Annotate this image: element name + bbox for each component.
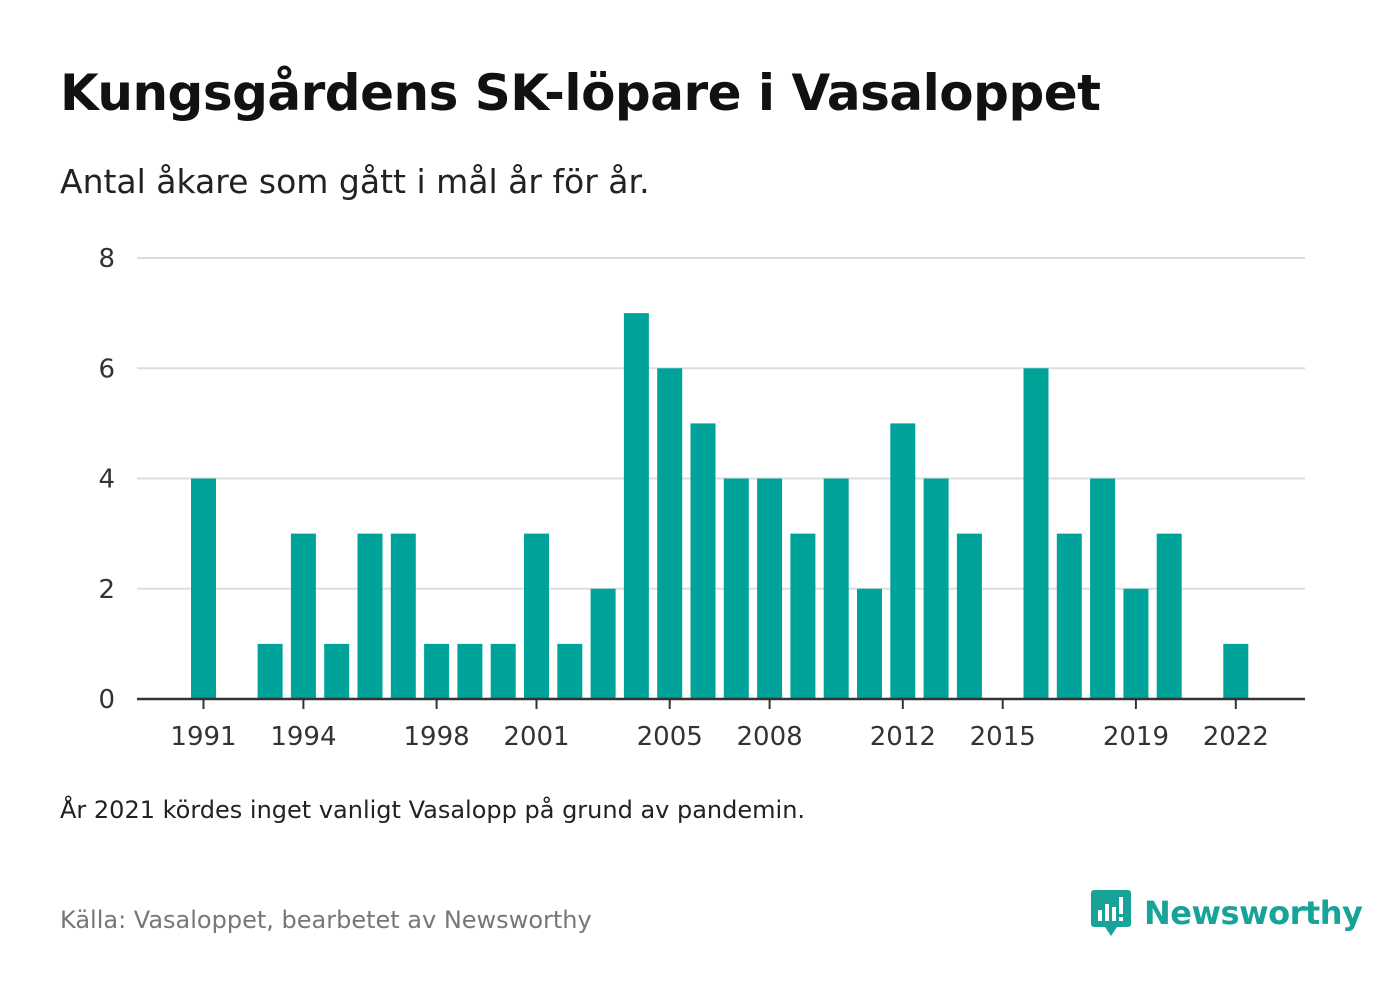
bar-2018 xyxy=(1090,478,1116,699)
y-tick-label: 0 xyxy=(98,685,115,715)
x-tick-label: 2015 xyxy=(970,722,1036,752)
chart-subtitle: Antal åkare som gått i mål år för år. xyxy=(60,162,650,201)
bar-chart: 0 2 4 6 8 1991 1994 1998 2001 2005 2008 2012 2015 201… xyxy=(98,244,1305,752)
source-credit: Källa: Vasaloppet, bearbetet av Newswort… xyxy=(60,906,592,934)
x-tick-label: 2022 xyxy=(1203,722,1269,752)
bar-1991 xyxy=(191,478,216,699)
bar-1996 xyxy=(357,533,383,699)
bars xyxy=(191,313,1249,699)
bar-1993 xyxy=(257,643,283,699)
bar-1995 xyxy=(324,643,350,699)
bar-2020 xyxy=(1156,533,1182,699)
chart-title: Kungsgårdens SK-löpare i Vasaloppet xyxy=(60,64,1101,122)
bar-2022 xyxy=(1223,643,1249,699)
brand-logo: Newsworthy xyxy=(1090,888,1363,938)
bar-2011 xyxy=(857,588,882,699)
bar-1999 xyxy=(457,643,483,699)
chart-note: År 2021 kördes inget vanligt Vasalopp på… xyxy=(60,796,806,824)
bar-2016 xyxy=(1023,368,1049,699)
brand-name: Newsworthy xyxy=(1144,894,1363,932)
x-tick-label: 2001 xyxy=(503,722,569,752)
bar-2013 xyxy=(923,478,949,699)
x-tick-label: 1991 xyxy=(170,722,236,752)
y-tick-label: 6 xyxy=(98,354,115,384)
bar-1994 xyxy=(290,533,316,699)
bar-2001 xyxy=(524,533,549,699)
bar-2014 xyxy=(956,533,982,699)
bar-2009 xyxy=(790,533,816,699)
bar-2010 xyxy=(823,478,849,699)
bar-2005 xyxy=(657,368,683,699)
x-tick-label: 1994 xyxy=(270,722,336,752)
x-tick-label: 1998 xyxy=(404,722,470,752)
x-tick-label: 2005 xyxy=(637,722,703,752)
bar-2007 xyxy=(723,478,749,699)
bar-2006 xyxy=(690,423,716,699)
x-tick-label: 2012 xyxy=(870,722,936,752)
bar-2008 xyxy=(757,478,783,699)
x-tick-label: 2019 xyxy=(1103,722,1169,752)
bar-2012 xyxy=(890,423,916,699)
y-tick-label: 8 xyxy=(98,244,115,274)
bar-2017 xyxy=(1056,533,1082,699)
bar-2004 xyxy=(623,313,649,699)
y-tick-label: 4 xyxy=(98,465,115,495)
axes: 0 2 4 6 8 1991 1994 1998 2001 2005 2008 2012 2015 201… xyxy=(98,244,1305,752)
newsworthy-logo-icon xyxy=(1091,890,1131,936)
y-tick-label: 2 xyxy=(98,575,115,605)
bar-2019 xyxy=(1123,588,1149,699)
bar-1998 xyxy=(424,643,450,699)
bar-2000 xyxy=(490,643,516,699)
bar-2003 xyxy=(590,588,616,699)
bar-1997 xyxy=(390,533,416,699)
x-tick-label: 2008 xyxy=(737,722,803,752)
bar-2002 xyxy=(557,643,583,699)
